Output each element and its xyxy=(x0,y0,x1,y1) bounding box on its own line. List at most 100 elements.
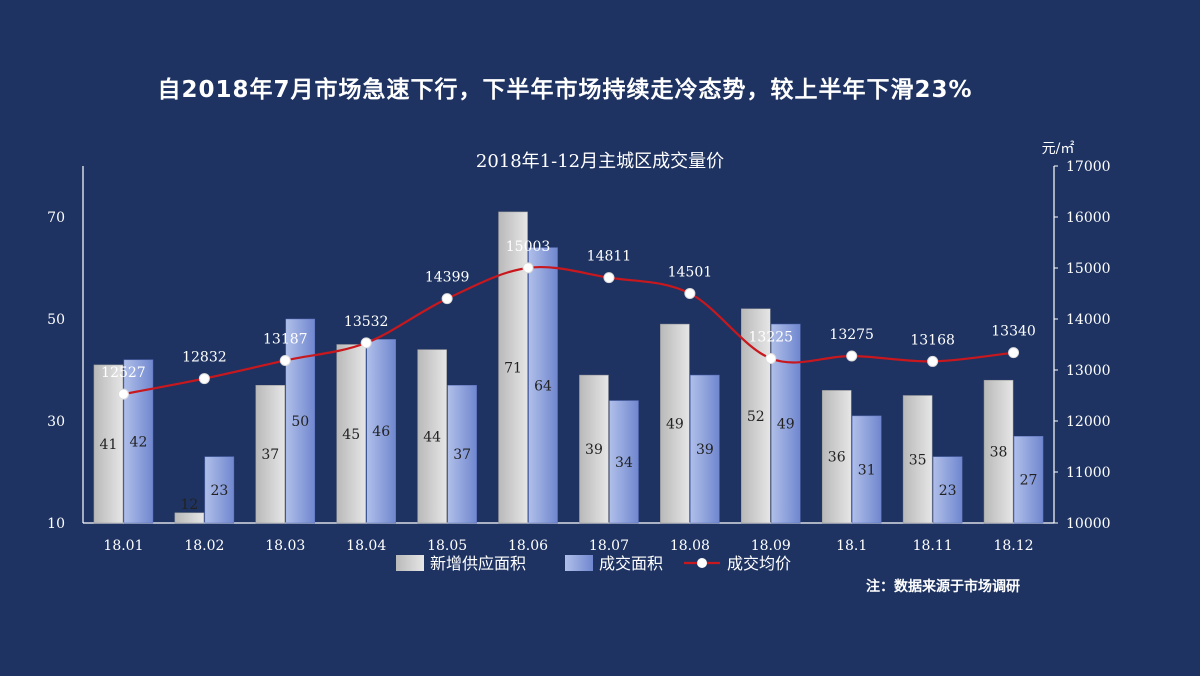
legend-price-label: 成交均价 xyxy=(727,554,791,573)
price-value-label: 15003 xyxy=(506,239,551,255)
supply-bar xyxy=(821,390,852,524)
supply-bar xyxy=(255,385,286,524)
deal-value-label: 39 xyxy=(696,442,714,458)
deal-bar xyxy=(447,385,477,524)
supply-value-label: 38 xyxy=(990,445,1008,461)
deal-bar xyxy=(528,247,558,524)
price-value-label: 13187 xyxy=(263,331,308,347)
y-right-tick-label: 10000 xyxy=(1066,516,1111,532)
y-right-tick-label: 16000 xyxy=(1066,210,1111,226)
supply-value-label: 45 xyxy=(342,427,360,443)
source-note: 注：数据来源于市场调研 xyxy=(866,579,1020,595)
y-right-tick-label: 13000 xyxy=(1066,363,1111,379)
price-line xyxy=(123,266,1014,396)
y-right-tick-label: 12000 xyxy=(1066,414,1111,430)
price-line-layer xyxy=(117,262,1020,400)
price-value-label: 14399 xyxy=(425,270,470,286)
x-tick-label: 18.02 xyxy=(184,538,224,554)
deal-value-label: 49 xyxy=(777,417,795,433)
deal-value-label: 23 xyxy=(939,483,957,499)
deal-value-label: 31 xyxy=(858,462,876,478)
deal-bar xyxy=(366,339,396,524)
deal-bar xyxy=(609,400,639,524)
deal-value-label: 27 xyxy=(1020,473,1038,489)
y-right-tick-label: 17000 xyxy=(1066,159,1111,175)
headline: 自2018年7月市场急速下行，下半年市场持续走冷态势，较上半年下滑23% xyxy=(157,77,973,103)
price-point xyxy=(603,272,615,284)
supply-value-label: 39 xyxy=(585,442,603,458)
right-axis-unit: 元/㎡ xyxy=(1042,141,1075,157)
legend-deal-swatch xyxy=(565,555,593,571)
x-tick-label: 18.07 xyxy=(589,538,629,554)
supply-value-label: 49 xyxy=(666,417,684,433)
legend: 新增供应面积 成交面积 成交均价 xyxy=(396,554,791,573)
supply-bar xyxy=(579,374,609,524)
deal-bar xyxy=(690,374,720,524)
price-point xyxy=(765,353,777,365)
price-value-label: 14501 xyxy=(668,264,713,280)
supply-bar xyxy=(902,395,933,524)
supply-value-label: 12 xyxy=(180,497,198,513)
x-tick-label: 18.08 xyxy=(670,538,710,554)
deal-value-label: 42 xyxy=(130,434,148,450)
price-value-label: 13225 xyxy=(749,330,794,346)
price-point xyxy=(279,354,291,366)
x-tick-label: 18.03 xyxy=(265,538,305,554)
price-value-label: 12832 xyxy=(182,350,227,366)
x-tick-label: 18.04 xyxy=(346,538,386,554)
deal-bar xyxy=(932,456,963,524)
supply-bar xyxy=(174,512,205,524)
price-point xyxy=(441,293,453,305)
supply-bar xyxy=(93,364,124,524)
supply-value-label: 35 xyxy=(909,452,927,468)
price-value-label: 13275 xyxy=(829,327,874,343)
y-left-tick-label: 70 xyxy=(47,210,65,226)
legend-supply-label: 新增供应面积 xyxy=(430,554,526,573)
supply-value-label: 41 xyxy=(100,437,118,453)
price-point xyxy=(684,287,696,299)
x-tick-label: 18.09 xyxy=(751,538,791,554)
x-tick-label: 18.12 xyxy=(993,538,1033,554)
price-point xyxy=(360,337,372,349)
deal-value-label: 37 xyxy=(453,447,471,463)
price-value-label: 12527 xyxy=(101,365,146,381)
price-point xyxy=(846,350,858,362)
supply-bar xyxy=(336,344,366,524)
deal-value-label: 64 xyxy=(534,378,552,394)
x-tick-label: 18.11 xyxy=(913,538,953,554)
deal-bar xyxy=(204,456,235,524)
supply-bar xyxy=(660,323,690,524)
y-left-tick-label: 50 xyxy=(47,312,65,328)
deal-value-label: 46 xyxy=(372,424,390,440)
axes: 10 30 50 70 10000 11000 12000 13000 14000 15000 16… xyxy=(47,159,1110,554)
chart-title: 2018年1-12月主城区成交量价 xyxy=(476,151,724,172)
deal-bar xyxy=(123,359,154,524)
y-left-tick-label: 30 xyxy=(47,414,65,430)
supply-value-label: 71 xyxy=(504,360,522,376)
supply-value-label: 36 xyxy=(828,450,846,466)
legend-supply-swatch xyxy=(396,555,424,571)
deal-bar xyxy=(851,415,882,524)
price-value-label: 13532 xyxy=(344,314,389,330)
price-point xyxy=(927,355,939,367)
price-point xyxy=(522,262,534,274)
y-right-tick-label: 11000 xyxy=(1066,465,1111,481)
x-tick-label: 18.05 xyxy=(427,538,467,554)
bars xyxy=(93,211,1044,524)
legend-price-marker xyxy=(697,558,707,568)
deal-value-label: 50 xyxy=(291,414,309,430)
deal-value-label: 23 xyxy=(210,483,228,499)
deal-bar xyxy=(285,318,316,524)
price-value-label: 13168 xyxy=(910,332,955,348)
y-right-tick-label: 15000 xyxy=(1066,261,1111,277)
data-labels: 41 42 12 23 37 50 45 46 44 37 71 64 39 34 49 39 52 49 36 31… xyxy=(100,239,1038,513)
supply-value-label: 52 xyxy=(747,409,765,425)
price-point xyxy=(1008,347,1020,359)
price-value-label: 14811 xyxy=(587,249,632,265)
supply-value-label: 44 xyxy=(423,429,441,445)
supply-bar xyxy=(498,211,528,524)
y-left-tick-label: 10 xyxy=(47,516,65,532)
legend-deal-label: 成交面积 xyxy=(599,554,663,573)
